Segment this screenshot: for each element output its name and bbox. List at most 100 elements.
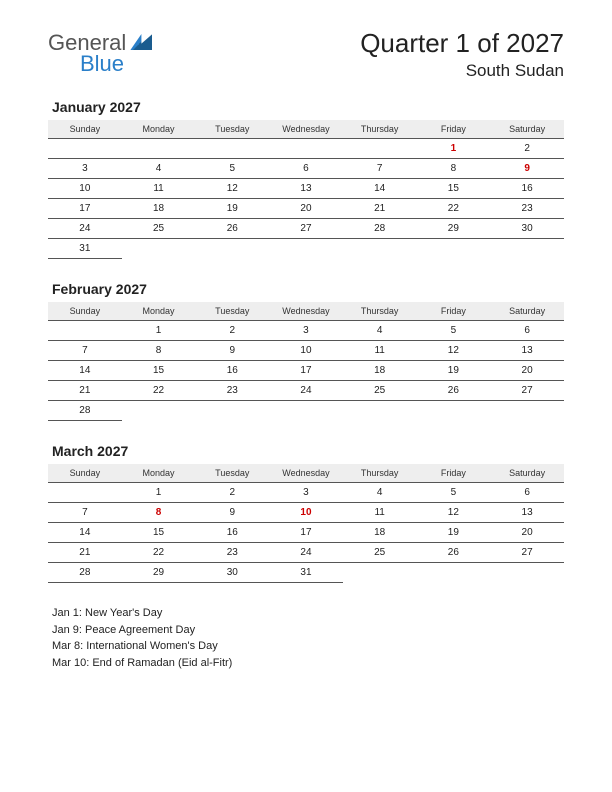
calendar-cell: 4 <box>343 321 417 341</box>
calendar-cell: 14 <box>48 523 122 543</box>
calendar-cell: 6 <box>490 321 564 341</box>
calendar-cell: 11 <box>122 179 196 199</box>
calendar-cell: 16 <box>195 361 269 381</box>
calendar-cell <box>490 401 564 421</box>
calendar-cell <box>122 401 196 421</box>
calendar-cell: 19 <box>417 523 491 543</box>
dayname-header: Saturday <box>490 302 564 321</box>
calendar-cell: 8 <box>122 341 196 361</box>
page-title: Quarter 1 of 2027 <box>360 28 564 59</box>
calendar-cell: 20 <box>490 523 564 543</box>
calendar-cell <box>417 563 491 583</box>
calendar-cell: 6 <box>490 483 564 503</box>
dayname-header: Friday <box>417 302 491 321</box>
dayname-header: Friday <box>417 120 491 139</box>
calendar-cell: 26 <box>417 543 491 563</box>
calendar-table: SundayMondayTuesdayWednesdayThursdayFrid… <box>48 464 564 583</box>
calendar-container: January 2027SundayMondayTuesdayWednesday… <box>48 99 564 583</box>
calendar-cell: 9 <box>195 341 269 361</box>
calendar-cell: 7 <box>343 159 417 179</box>
calendar-cell: 31 <box>48 239 122 259</box>
dayname-header: Friday <box>417 464 491 483</box>
calendar-cell: 28 <box>48 563 122 583</box>
calendar-cell: 21 <box>48 543 122 563</box>
calendar-cell: 26 <box>195 219 269 239</box>
dayname-header: Wednesday <box>269 302 343 321</box>
calendar-cell <box>122 239 196 259</box>
dayname-header: Wednesday <box>269 464 343 483</box>
logo-line2: Blue <box>80 54 152 75</box>
calendar-cell: 18 <box>343 523 417 543</box>
calendar-cell: 27 <box>269 219 343 239</box>
calendar-cell: 3 <box>269 321 343 341</box>
calendar-cell: 16 <box>195 523 269 543</box>
dayname-header: Tuesday <box>195 464 269 483</box>
calendar-cell: 1 <box>417 139 491 159</box>
logo-text: General Blue <box>48 32 152 75</box>
month-block: January 2027 SundayMondayTuesdayWednesday… <box>48 99 564 259</box>
calendar-cell: 13 <box>490 503 564 523</box>
dayname-header: Thursday <box>343 464 417 483</box>
calendar-cell: 5 <box>195 159 269 179</box>
calendar-cell: 9 <box>490 159 564 179</box>
dayname-header: Monday <box>122 464 196 483</box>
calendar-cell: 22 <box>122 381 196 401</box>
logo: General Blue <box>48 32 152 75</box>
calendar-cell: 24 <box>269 543 343 563</box>
calendar-cell: 14 <box>48 361 122 381</box>
calendar-cell: 1 <box>122 483 196 503</box>
calendar-cell: 5 <box>417 483 491 503</box>
calendar-cell: 18 <box>343 361 417 381</box>
calendar-cell: 2 <box>195 321 269 341</box>
dayname-header: Thursday <box>343 302 417 321</box>
calendar-cell: 2 <box>195 483 269 503</box>
calendar-cell <box>343 401 417 421</box>
calendar-cell: 29 <box>417 219 491 239</box>
calendar-cell: 30 <box>195 563 269 583</box>
calendar-cell: 21 <box>343 199 417 219</box>
calendar-cell: 15 <box>122 361 196 381</box>
calendar-cell: 4 <box>343 483 417 503</box>
month-title: January 2027 <box>52 99 564 115</box>
calendar-cell: 6 <box>269 159 343 179</box>
dayname-header: Saturday <box>490 464 564 483</box>
calendar-cell: 15 <box>417 179 491 199</box>
calendar-cell: 18 <box>122 199 196 219</box>
dayname-header: Tuesday <box>195 120 269 139</box>
calendar-cell <box>343 139 417 159</box>
calendar-cell: 13 <box>269 179 343 199</box>
calendar-cell <box>48 321 122 341</box>
calendar-cell <box>195 239 269 259</box>
calendar-cell: 21 <box>48 381 122 401</box>
dayname-header: Thursday <box>343 120 417 139</box>
holiday-item: Mar 10: End of Ramadan (Eid al-Fitr) <box>52 655 564 672</box>
calendar-cell: 12 <box>417 341 491 361</box>
calendar-cell: 24 <box>269 381 343 401</box>
calendar-cell: 10 <box>269 503 343 523</box>
calendar-cell: 9 <box>195 503 269 523</box>
calendar-cell <box>417 239 491 259</box>
calendar-cell <box>269 239 343 259</box>
calendar-cell: 12 <box>417 503 491 523</box>
calendar-cell: 19 <box>195 199 269 219</box>
calendar-cell <box>490 563 564 583</box>
calendar-cell <box>343 239 417 259</box>
calendar-cell: 7 <box>48 503 122 523</box>
dayname-header: Sunday <box>48 120 122 139</box>
calendar-table: SundayMondayTuesdayWednesdayThursdayFrid… <box>48 120 564 259</box>
dayname-header: Saturday <box>490 120 564 139</box>
calendar-cell: 16 <box>490 179 564 199</box>
title-block: Quarter 1 of 2027 South Sudan <box>360 28 564 81</box>
calendar-cell: 20 <box>490 361 564 381</box>
calendar-cell <box>269 401 343 421</box>
calendar-cell: 25 <box>343 543 417 563</box>
calendar-cell: 11 <box>343 503 417 523</box>
month-block: March 2027SundayMondayTuesdayWednesdayTh… <box>48 443 564 583</box>
calendar-cell: 27 <box>490 543 564 563</box>
calendar-cell: 25 <box>343 381 417 401</box>
month-block: February 2027SundayMondayTuesdayWednesda… <box>48 281 564 421</box>
calendar-cell: 20 <box>269 199 343 219</box>
calendar-cell <box>48 139 122 159</box>
calendar-cell: 24 <box>48 219 122 239</box>
month-title: February 2027 <box>52 281 564 297</box>
